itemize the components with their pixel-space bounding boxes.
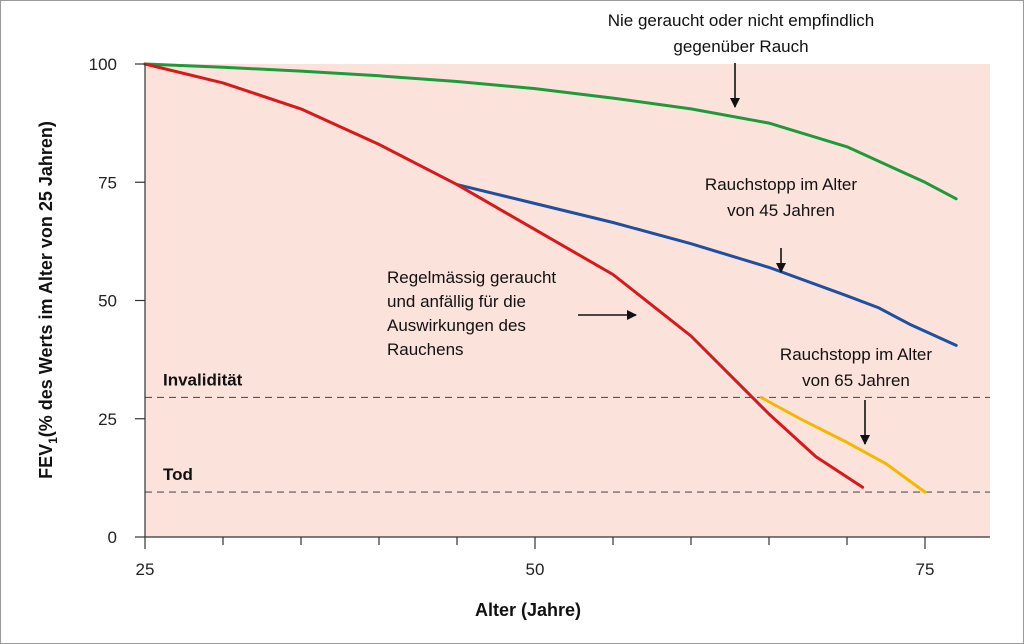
annotation-stop45: Rauchstopp im Alter von 45 Jahren: [705, 175, 857, 273]
x-axis-title: Alter (Jahre): [475, 600, 581, 620]
series-line-regular: [143, 62, 865, 489]
y-axis-title-main: FEV: [36, 444, 56, 479]
x-tick-label: 50: [526, 560, 545, 579]
y-axis-title: FEV1(% des Werts im Alter von 25 Jahren): [36, 121, 60, 479]
annotation-text: Nie geraucht oder nicht empfindlich gegen…: [608, 11, 874, 56]
annotations: Nie geraucht oder nicht empfindlich gegen…: [387, 11, 932, 445]
y-tick-label: 100: [89, 55, 117, 74]
reference-line-label: Invalidität: [163, 370, 243, 389]
annotation-text: Regelmässig geraucht und anfällig für die…: [387, 268, 556, 359]
y-tick-label: 25: [98, 410, 117, 429]
series-line-stop65: [759, 396, 927, 494]
annotation-line: Nie geraucht oder nicht empfindlich: [608, 11, 874, 30]
annotation-line: Rauchens: [387, 340, 464, 359]
x-tick-label: 75: [916, 560, 935, 579]
annotation-line: von 65 Jahren: [802, 371, 910, 390]
y-tick-label: 0: [108, 528, 117, 547]
annotation-stop65: Rauchstopp im Alter von 65 Jahren: [780, 345, 932, 445]
plot-background: [145, 64, 990, 537]
reference-lines: Invalidität Tod: [145, 370, 990, 493]
series-line-stop45: [455, 183, 958, 347]
annotation-never: Nie geraucht oder nicht empfindlich gegen…: [608, 11, 874, 108]
y-axis-title-subscript: 1: [46, 437, 60, 444]
annotation-regular: Regelmässig geraucht und anfällig für die…: [387, 268, 637, 359]
annotation-text: Rauchstopp im Alter von 65 Jahren: [780, 345, 932, 390]
reference-line-label: Tod: [163, 465, 193, 484]
annotation-text: Rauchstopp im Alter von 45 Jahren: [705, 175, 857, 220]
annotation-line: Auswirkungen des: [387, 316, 526, 335]
y-tick-label: 50: [98, 292, 117, 311]
annotation-line: Regelmässig geraucht: [387, 268, 556, 287]
annotation-line: gegenüber Rauch: [673, 37, 808, 56]
x-ticks: 25 50 75: [136, 537, 935, 579]
x-tick-label: 25: [136, 560, 155, 579]
series-line-never: [143, 62, 958, 201]
annotation-line: von 45 Jahren: [727, 201, 835, 220]
annotation-line: Rauchstopp im Alter: [780, 345, 932, 364]
annotation-line: Rauchstopp im Alter: [705, 175, 857, 194]
series-layer: [143, 62, 958, 494]
y-ticks: 0 25 50 75 100: [89, 55, 145, 547]
y-tick-label: 75: [98, 173, 117, 192]
annotation-line: und anfällig für die: [387, 292, 526, 311]
y-axis-title-rest: (% des Werts im Alter von 25 Jahren): [36, 121, 56, 437]
